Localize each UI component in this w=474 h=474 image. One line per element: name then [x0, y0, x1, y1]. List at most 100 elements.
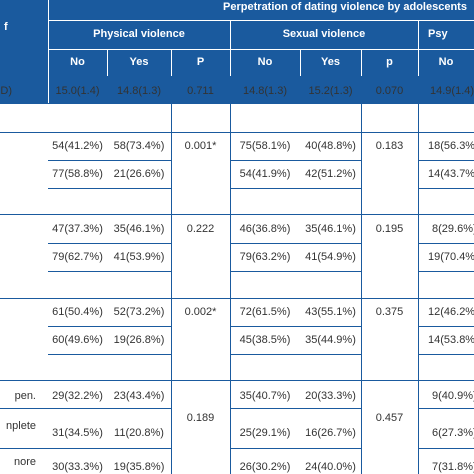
table-cell: 43(55.1%): [305, 306, 356, 318]
row-divider: [418, 243, 474, 244]
table-cell: 35(46.1%): [113, 223, 165, 235]
row-divider: [230, 408, 361, 409]
column-divider: [418, 103, 419, 474]
table-cell: 14.8(1.3): [116, 85, 162, 97]
row-divider: [418, 271, 474, 272]
table-cell: 31(34.5%): [52, 427, 103, 439]
table-cell: 58(73.4%): [113, 140, 165, 152]
row-divider: [230, 448, 361, 449]
row-divider: [418, 326, 474, 327]
table-cell: 72(61.5%): [239, 306, 291, 318]
header-divider: [107, 49, 108, 76]
table-cell: 29(32.2%): [52, 390, 103, 402]
row-divider: [48, 188, 171, 189]
header-divider: [48, 49, 474, 50]
table-cell: 52(73.2%): [113, 306, 165, 318]
row-divider: [48, 243, 171, 244]
table-cell: 79(63.2%): [239, 251, 291, 263]
row-label-open: pen.: [14, 390, 36, 402]
row-divider: [48, 354, 171, 355]
row-divider: [418, 160, 474, 161]
table-cell: 54(41.9%): [239, 168, 291, 180]
table-cell: 79(62.7%): [52, 251, 103, 263]
physical-yes-header: Yes: [129, 56, 149, 68]
row-label-age: D): [0, 85, 12, 97]
table-cell: 0.002*: [184, 306, 217, 318]
header-divider: [361, 49, 362, 76]
table-cell: 24(40.0%): [305, 461, 356, 473]
row-divider: [230, 243, 361, 244]
table-cell: 42(51.2%): [305, 168, 356, 180]
row-divider: [48, 271, 171, 272]
table-cell: 0.195: [375, 223, 404, 235]
table-cell: 47(37.3%): [52, 223, 103, 235]
row-divider: [418, 448, 474, 449]
table-cell: 61(50.4%): [52, 306, 103, 318]
table-cell: 14(43.7%): [428, 168, 474, 180]
header-divider: [418, 20, 419, 76]
psych-no-header: No: [438, 56, 454, 68]
table-cell: 19(70.4%): [428, 251, 474, 263]
row-divider: [0, 298, 474, 299]
row-divider: [230, 160, 361, 161]
table-cell: 7(31.8%): [432, 461, 474, 473]
row-divider: [0, 448, 171, 449]
table-cell: 45(38.5%): [239, 334, 291, 346]
table-cell: 41(54.9%): [305, 251, 356, 263]
table-cell: 15.0(1.4): [55, 85, 100, 97]
row-divider: [0, 408, 171, 409]
header-divider: [48, 20, 474, 21]
row-divider: [230, 271, 361, 272]
row-label-incomplete: nplete: [6, 420, 36, 432]
table-cell: 40(48.8%): [305, 140, 356, 152]
header-divider: [171, 49, 172, 76]
row-divider: [48, 326, 171, 327]
header-divider: [230, 20, 231, 76]
table-cell: 46(36.8%): [239, 223, 291, 235]
row-divider: [0, 103, 474, 104]
column-divider: [171, 103, 172, 474]
table-header: [0, 0, 474, 103]
table-cell: 41(53.9%): [113, 251, 165, 263]
row-divider: [230, 354, 361, 355]
row-divider: [0, 380, 474, 381]
table-cell: 21(26.6%): [113, 168, 165, 180]
row-label-more: nore: [13, 456, 36, 468]
table-cell: 0.183: [375, 140, 404, 152]
table-cell: 0.711: [187, 85, 214, 97]
table-cell: 9(40.9%): [432, 390, 474, 402]
row-divider: [230, 326, 361, 327]
psychological-violence-header: Psy: [428, 28, 448, 40]
table-cell: 0.375: [375, 306, 404, 318]
table-cell: 18(56.3%): [428, 140, 474, 152]
table-cell: 6(27.3%): [432, 427, 474, 439]
table-cell: 25(29.1%): [239, 427, 291, 439]
table-cell: 14.8(1.3): [242, 85, 288, 97]
table-cell: 0.457: [375, 412, 404, 424]
physical-p-header: P: [196, 56, 205, 68]
row-divider: [418, 408, 474, 409]
header-divider: [48, 0, 49, 103]
table-cell: 35(44.9%): [305, 334, 356, 346]
sexual-p-header: p: [386, 56, 393, 68]
group-title: Perpetration of dating violence by adole…: [223, 1, 467, 13]
table-cell: 0.189: [186, 412, 215, 424]
table-cell: 60(49.6%): [52, 334, 103, 346]
row-divider: [418, 188, 474, 189]
column-divider: [230, 103, 231, 474]
row-divider: [48, 160, 171, 161]
sexual-violence-header: Sexual violence: [282, 28, 366, 40]
table-cell: 8(29.6%): [432, 223, 474, 235]
table-cell: 16(26.7%): [305, 427, 356, 439]
table-cell: 19(35.8%): [113, 461, 165, 473]
row-divider: [0, 132, 474, 133]
table-cell: 23(43.4%): [113, 390, 165, 402]
table-cell: 54(41.2%): [52, 140, 103, 152]
table-cell: 26(30.2%): [239, 461, 291, 473]
physical-no-header: No: [70, 56, 85, 68]
table-cell: 0.001*: [184, 140, 217, 152]
table-cell: 77(58.8%): [52, 168, 103, 180]
table-cell: 14(53.8%): [428, 334, 474, 346]
corner-fragment: f: [4, 21, 8, 33]
physical-violence-header: Physical violence: [93, 28, 185, 40]
